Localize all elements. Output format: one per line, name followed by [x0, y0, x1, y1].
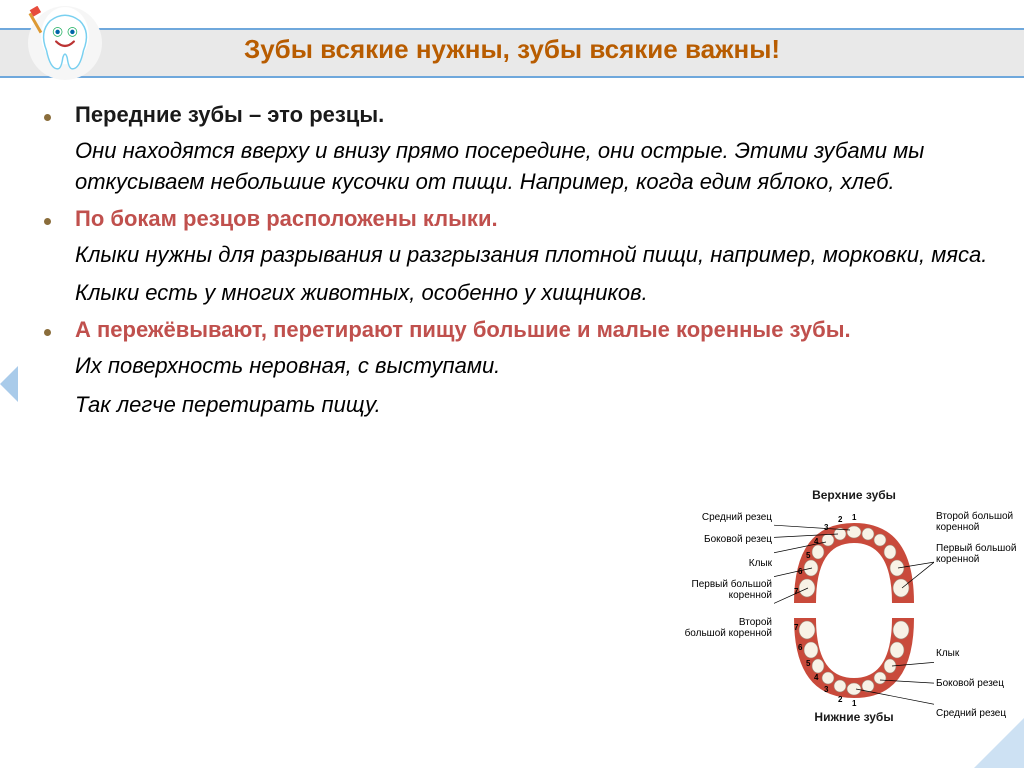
svg-text:7: 7	[794, 623, 799, 632]
lbl-right-2: Клык	[936, 648, 959, 659]
svg-text:5: 5	[806, 551, 811, 560]
svg-text:7: 7	[794, 587, 799, 596]
bullet-dot-icon	[44, 218, 51, 225]
svg-text:5: 5	[806, 659, 811, 668]
lbl-right-3: Боковой резец	[936, 678, 1004, 689]
lbl-left-0: Средний резец	[702, 512, 772, 523]
bullet-3-head-text: А пережёвывают, перетирают пищу большие …	[75, 317, 851, 342]
corner-decor	[974, 718, 1024, 768]
bullet-3-body-0: Их поверхность неровная, с выступами.	[75, 351, 685, 382]
bullet-2: По бокам резцов расположены клыки.	[28, 206, 996, 232]
slide-title: Зубы всякие нужны, зубы всякие важны!	[0, 34, 1024, 65]
bullet-3-head: А пережёвывают, перетирают пищу большие …	[75, 317, 851, 343]
svg-text:2: 2	[838, 695, 843, 704]
svg-text:4: 4	[814, 537, 819, 546]
content-area: Передние зубы – это резцы. Они находятся…	[28, 102, 996, 429]
bullet-2-body-1: Клыки есть у многих животных, особенно у…	[75, 278, 996, 309]
lbl-left-4: Второйбольшой коренной	[685, 618, 772, 639]
tooth-cartoon-icon	[28, 6, 102, 80]
bullet-2-body-0: Клыки нужны для разрывания и разгрызания…	[75, 240, 996, 271]
svg-text:6: 6	[798, 567, 803, 576]
dental-arch: 1 2 3 4 5 6 7 7 6 5 4 3 2 1	[774, 508, 934, 708]
bullet-3: А пережёвывают, перетирают пищу большие …	[28, 317, 996, 343]
lbl-left-3: Первый большойкоренной	[692, 580, 772, 601]
bullet-2-head: По бокам резцов расположены клыки.	[75, 206, 498, 232]
bullet-1-head: Передние зубы – это резцы.	[75, 102, 384, 128]
svg-text:1: 1	[852, 699, 857, 708]
bullet-1-body-0: Они находятся вверху и внизу прямо посер…	[75, 136, 996, 198]
diagram-top-title: Верхние зубы	[684, 488, 1024, 502]
lbl-right-0: Второй большойкоренной	[936, 512, 1013, 533]
svg-text:3: 3	[824, 523, 829, 532]
lbl-right-1: Первый большойкоренной	[936, 544, 1016, 565]
bullet-dot-icon	[44, 114, 51, 121]
bullet-dot-icon	[44, 329, 51, 336]
svg-text:1: 1	[852, 513, 857, 522]
bullet-3-body-1: Так легче перетирать пищу.	[75, 390, 685, 421]
teeth-diagram: Верхние зубы Средний резец Боковой резец…	[684, 488, 1024, 768]
lbl-left-1: Боковой резец	[704, 534, 772, 545]
lbl-left-2: Клык	[749, 558, 772, 569]
svg-text:4: 4	[814, 673, 819, 682]
svg-text:2: 2	[838, 515, 843, 524]
prev-slide-arrow[interactable]	[0, 366, 18, 402]
svg-text:3: 3	[824, 685, 829, 694]
svg-text:6: 6	[798, 643, 803, 652]
bullet-1: Передние зубы – это резцы.	[28, 102, 996, 128]
